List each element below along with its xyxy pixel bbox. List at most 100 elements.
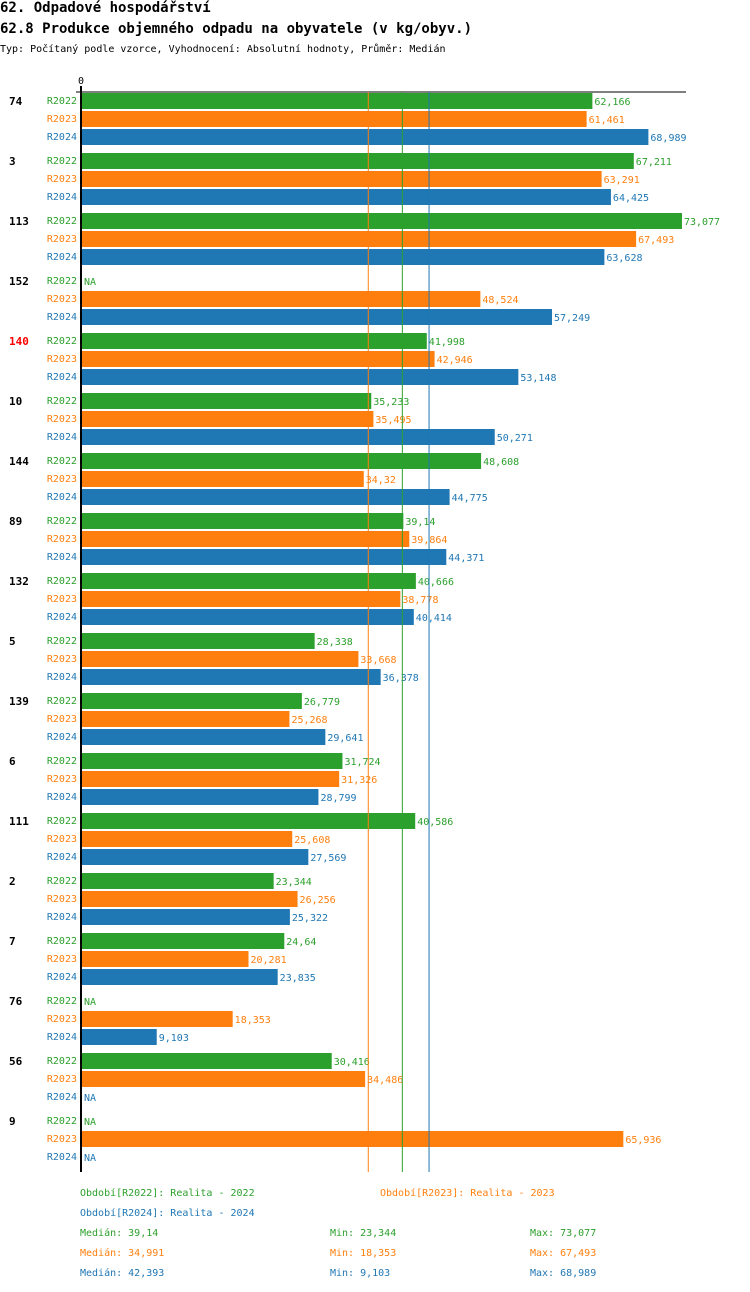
data-label: 67,493 (638, 235, 674, 246)
data-label: 25,268 (291, 715, 327, 726)
chart-info: Typ: Počítaný podle vzorce, Vyhodnocení:… (0, 44, 446, 55)
data-label: 40,586 (417, 817, 453, 828)
bar-r2023 (82, 411, 374, 427)
data-label: 30,416 (334, 1057, 370, 1068)
series-label: R2022 (47, 1116, 77, 1127)
bar-r2023 (82, 171, 602, 187)
series-label: R2023 (47, 1014, 77, 1025)
data-label: 63,291 (604, 175, 640, 186)
series-label: R2022 (47, 456, 77, 467)
data-label: 33,668 (360, 655, 396, 666)
series-label: R2024 (47, 432, 77, 443)
series-label: R2023 (47, 234, 77, 245)
bar-r2024 (82, 189, 611, 205)
bar-r2023 (82, 291, 481, 307)
series-label: R2022 (47, 636, 77, 647)
series-label: R2023 (47, 594, 77, 605)
series-label: R2023 (47, 894, 77, 905)
bar-r2024 (82, 609, 414, 625)
bar-r2023 (82, 831, 293, 847)
data-label: 31,326 (341, 775, 377, 786)
data-label: 36,378 (383, 673, 419, 684)
data-label: NA (84, 1117, 96, 1128)
bar-r2022 (82, 393, 372, 409)
bar-r2022 (82, 933, 285, 949)
category-label: 9 (9, 1115, 16, 1128)
legend-r2024: Období[R2024]: Realita - 2024 (80, 1208, 255, 1219)
bar-r2022 (82, 813, 416, 829)
data-label: 57,249 (554, 313, 590, 324)
series-label: R2024 (47, 1092, 77, 1103)
bar-chart: 0 74 R2022 62,166 R2023 61,461 R2024 68,989 3 R20… (9, 76, 720, 1172)
bar-r2023 (82, 471, 364, 487)
category-label: 89 (9, 515, 22, 528)
data-label: 61,461 (589, 115, 625, 126)
data-label: 44,371 (448, 553, 484, 564)
data-label: 24,64 (286, 937, 316, 948)
bar-r2022 (82, 153, 634, 169)
bar-r2023 (82, 591, 401, 607)
data-label: 35,233 (373, 397, 409, 408)
bar-r2022 (82, 513, 404, 529)
legend-r2022: Období[R2022]: Realita - 2022 (80, 1188, 255, 1199)
series-label: R2023 (47, 1134, 77, 1145)
series-label: R2022 (47, 516, 77, 527)
series-label: R2022 (47, 996, 77, 1007)
data-label: 29,641 (327, 733, 363, 744)
bar-r2022 (82, 1053, 332, 1069)
bar-r2022 (82, 213, 682, 229)
series-label: R2023 (47, 174, 77, 185)
data-label: NA (84, 1093, 96, 1104)
bar-r2024 (82, 1029, 157, 1045)
bar-r2022 (82, 633, 315, 649)
series-label: R2024 (47, 1032, 77, 1043)
bar-r2023 (82, 531, 410, 547)
category-label: 139 (9, 695, 29, 708)
bar-r2024 (82, 789, 319, 805)
series-label: R2022 (47, 96, 77, 107)
series-label: R2022 (47, 1056, 77, 1067)
data-label: 41,998 (429, 337, 465, 348)
series-label: R2022 (47, 336, 77, 347)
series-label: R2024 (47, 372, 77, 383)
bar-r2023 (82, 771, 340, 787)
data-label: 28,338 (317, 637, 353, 648)
series-label: R2022 (47, 576, 77, 587)
data-label: NA (84, 997, 96, 1008)
series-label: R2022 (47, 876, 77, 887)
bar-r2024 (82, 909, 290, 925)
bar-r2024 (82, 669, 381, 685)
bar-r2024 (82, 489, 450, 505)
bar-r2024 (82, 369, 519, 385)
series-label: R2024 (47, 972, 77, 983)
series-label: R2024 (47, 132, 77, 143)
bar-r2023 (82, 1071, 366, 1087)
legend-r2023: Období[R2023]: Realita - 2023 (380, 1188, 555, 1199)
series-label: R2024 (47, 732, 77, 743)
stat-min-r2022: Min: 23,344 (330, 1228, 397, 1239)
stat-max-r2024: Max: 68,989 (530, 1268, 597, 1279)
data-label: 50,271 (497, 433, 533, 444)
data-label: 63,628 (606, 253, 642, 264)
category-label: 7 (9, 935, 16, 948)
stat-min-r2023: Min: 18,353 (330, 1248, 397, 1259)
bar-r2022 (82, 693, 302, 709)
bar-r2022 (82, 873, 274, 889)
series-label: R2023 (47, 654, 77, 665)
data-label: 48,524 (482, 295, 518, 306)
series-label: R2023 (47, 714, 77, 725)
bar-r2024 (82, 969, 278, 985)
data-label: 42,946 (437, 355, 473, 366)
series-label: R2023 (47, 414, 77, 425)
page-title: 62. Odpadové hospodářství (0, 0, 211, 16)
category-label: 2 (9, 875, 16, 888)
category-label: 5 (9, 635, 16, 648)
bar-r2022 (82, 453, 482, 469)
bar-r2023 (82, 891, 298, 907)
series-label: R2024 (47, 552, 77, 563)
bar-r2024 (82, 249, 605, 265)
data-label: 48,608 (483, 457, 519, 468)
category-label: 113 (9, 215, 29, 228)
data-label: 39,14 (405, 517, 435, 528)
series-label: R2022 (47, 756, 77, 767)
